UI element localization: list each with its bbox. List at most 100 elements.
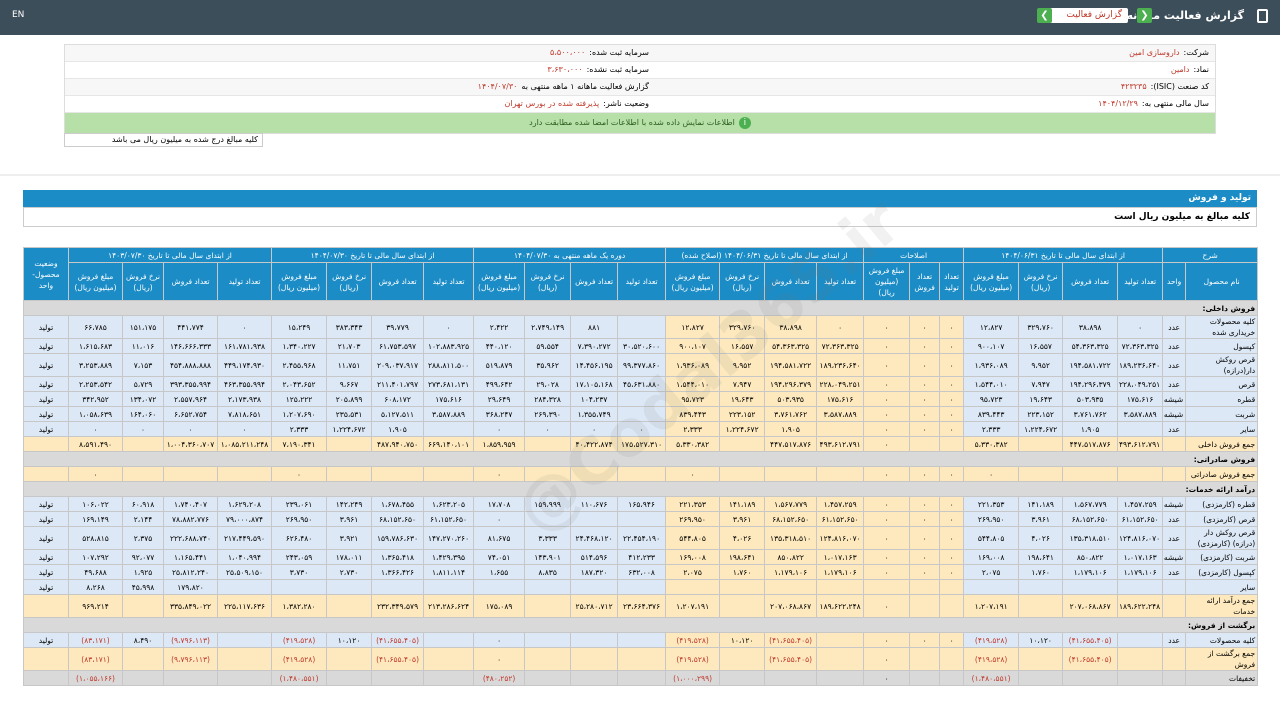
- table-cell: تولید: [23, 496, 69, 512]
- table-cell: ۰: [473, 421, 526, 437]
- table-cell: ۳۵،۹۶۲: [524, 353, 572, 377]
- table-cell: ۲،۲۵۳،۵۴۲: [67, 376, 124, 392]
- info-row: شرکت:داروسازی امین سرمایه ثبت شده:۵،۵۰۰،۰…: [65, 45, 1215, 62]
- table-cell: [570, 511, 619, 527]
- table-cell: [326, 579, 373, 595]
- table-cell: [1162, 670, 1187, 686]
- table-cell: ۰: [863, 564, 911, 580]
- table-cell: ۱،۳۶۵،۴۱۸: [371, 549, 425, 565]
- table-cell: [423, 421, 475, 437]
- table-cell: [816, 579, 865, 595]
- table-cell: ۰: [863, 376, 911, 392]
- table-cell: [816, 466, 865, 482]
- table-cell: ۴۴۰،۱۲۰: [473, 338, 526, 354]
- info-value: ۳،۶۳۰،۰۰۰: [547, 65, 583, 74]
- table-cell: (۴۱،۶۵۵،۴۰۵): [371, 647, 425, 671]
- table-cell: [1117, 632, 1164, 648]
- subheader-cell: مبلغ فروش (میلیون ریال): [271, 262, 328, 301]
- subheader-cell: نرخ فروش (ریال): [326, 262, 373, 301]
- table-cell: ۰: [939, 549, 965, 565]
- table-cell: [326, 647, 373, 671]
- table-cell: ۱۳۵،۳۱۸،۵۱۰: [1062, 526, 1119, 550]
- table-cell: ۰: [423, 315, 475, 339]
- table-cell: ۷۲،۳۶۳،۳۲۵: [816, 338, 865, 354]
- table-cell: ۱۴۲،۲۴۹: [326, 496, 373, 512]
- table-cell: ۱۷،۷۰۸: [473, 496, 526, 512]
- language-switch[interactable]: EN: [12, 10, 25, 20]
- table-cell: (۱،۰۵۵،۱۶۶): [67, 670, 124, 686]
- table-cell: [326, 670, 373, 686]
- table-cell: ۰: [863, 594, 911, 618]
- table-cell: (۴۱،۶۵۵،۴۰۵): [1062, 632, 1119, 648]
- table-cell: تولید: [23, 511, 69, 527]
- table-cell: ۲۹،۰۲۸: [524, 376, 572, 392]
- table-cell: ۹۵،۷۲۳: [963, 391, 1020, 407]
- table-cell: [524, 466, 572, 482]
- table-row: قرص عدد ۲۲۸،۰۴۹،۲۵۱ ۱۹۴،۲۹۶،۳۷۹ ۷،۹۴۷ ۱،۵۴۴،۰…: [23, 376, 1259, 392]
- table-cell: (۴۸۰،۲۵۲): [473, 670, 526, 686]
- table-cell: ۴۹۳،۶۱۲،۷۹۱: [816, 436, 865, 452]
- table-cell: ۲۱۱،۴۰۱،۷۹۷: [371, 376, 425, 392]
- report-dropdown[interactable]: گزارش فعالیت: [1044, 8, 1128, 23]
- table-cell: [719, 436, 766, 452]
- table-cell: ۴،۰۲۶: [719, 526, 766, 550]
- table-cell: ۱،۲۲۴،۶۷۲: [326, 421, 373, 437]
- table-cell: [524, 670, 572, 686]
- section-title: تولید و فروش: [23, 190, 1257, 207]
- table-cell: ۵،۳۳۰،۳۸۲: [665, 436, 721, 452]
- subheader-cell: مبلغ فروش (میلیون ریال): [67, 262, 124, 301]
- table-cell: ۳۳۵،۸۴۹،۰۲۲: [163, 594, 219, 618]
- table-cell: ۲۰۵،۸۹۹: [326, 391, 373, 407]
- table-cell: ۲۲۱،۳۵۳: [963, 496, 1020, 512]
- table-cell: ۴،۰۲۶: [1018, 526, 1064, 550]
- table-cell: تولید: [23, 376, 69, 392]
- table-cell: [217, 579, 273, 595]
- table-cell: [617, 632, 667, 648]
- table-cell: [719, 579, 766, 595]
- table-cell: [617, 406, 667, 422]
- table-cell: [122, 647, 165, 671]
- table-cell: شیشه: [1162, 496, 1187, 512]
- table-cell: ۶۸،۱۵۲،۶۵۰: [764, 511, 818, 527]
- table-cell: ۰: [939, 466, 965, 482]
- table-cell: [23, 594, 69, 618]
- table-cell: [23, 670, 69, 686]
- table-cell: ۶۱،۱۵۲،۶۵۰: [423, 511, 475, 527]
- table-cell: ۰: [473, 466, 526, 482]
- table-cell: ۵۴،۳۶۳،۳۲۵: [764, 338, 818, 354]
- table-cell: ۶۰۸،۱۷۲: [371, 391, 425, 407]
- table-cell: ۰: [1117, 315, 1164, 339]
- table-cell: ۲۳۵،۵۳۱: [326, 406, 373, 422]
- table-cell: تولید: [23, 406, 69, 422]
- table-cell: ۰: [816, 315, 865, 339]
- table-cell: ۱۷۵،۶۱۶: [1117, 391, 1164, 407]
- table-cell: [122, 466, 165, 482]
- table-cell: ۱،۳۶۶،۴۲۶: [371, 564, 425, 580]
- table-cell: ۰: [939, 315, 965, 339]
- table-cell: ۳،۷۶۱،۷۶۲: [1062, 406, 1119, 422]
- table-cell: ۸،۸۳۵: [524, 564, 572, 580]
- table-cell: ۰: [863, 511, 911, 527]
- prev-button[interactable]: ❮: [1037, 8, 1052, 23]
- table-cell: ۲۱،۷۰۳: [326, 338, 373, 354]
- table-cell: ۲،۰۴۳،۶۵۲: [271, 376, 328, 392]
- row-label: قطره: [1185, 391, 1259, 407]
- table-cell: (۴۱۹،۵۲۸): [665, 647, 721, 671]
- table-cell: ۱،۷۶۰: [1018, 564, 1064, 580]
- table-cell: ۲،۳۷۵: [122, 526, 165, 550]
- table-row: کپسول (کارمزدی) عدد ۱،۱۷۹،۱۰۶ ۱،۱۷۹،۱۰۶ ۱،۷۶…: [23, 564, 1259, 580]
- table-cell: ۰: [617, 421, 667, 437]
- table-cell: ۶۶،۷۸۵: [67, 315, 124, 339]
- table-cell: شیشه: [1162, 406, 1187, 422]
- info-value: ۱۴۰۴/۱۲/۲۹: [1098, 99, 1138, 108]
- table-cell: ۳۸،۸۹۸: [1062, 315, 1119, 339]
- table-cell: ۲۴۳،۰۵۹: [271, 549, 328, 565]
- table-row: قطره (کارمزدی) شیشه ۱،۴۵۷،۲۵۹ ۱،۵۶۷،۷۷۹ ۱۴۱،…: [23, 496, 1259, 512]
- subheader-cell: نرخ فروش (ریال): [719, 262, 766, 301]
- table-cell: ۹،۹۵۲: [719, 353, 766, 377]
- table-row: کلیه محصولات خریداری شده عدد ۰ ۳۸،۸۹۸ ۳۲۹،۷۶…: [23, 315, 1259, 339]
- row-label: شربت: [1185, 406, 1259, 422]
- table-cell: [122, 670, 165, 686]
- next-button[interactable]: ❯: [1137, 8, 1152, 23]
